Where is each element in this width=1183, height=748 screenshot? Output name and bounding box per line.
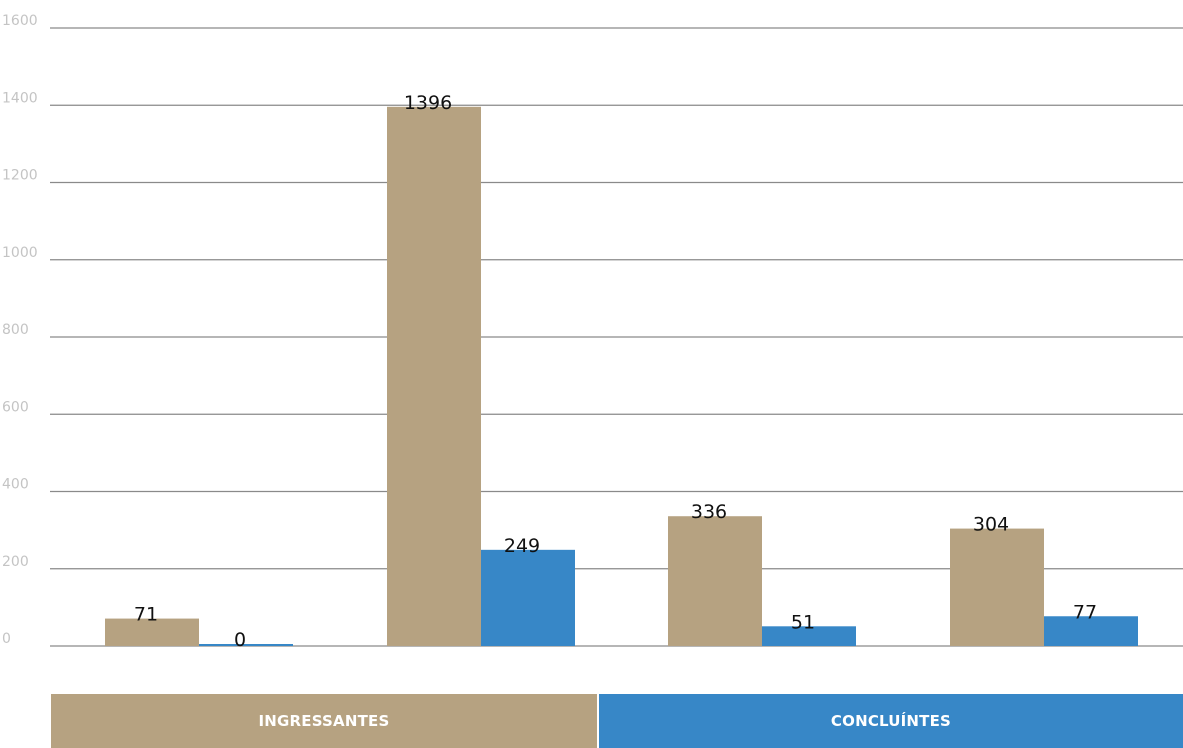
data-label: 304 [973, 514, 1009, 536]
y-tick-label: 0 [2, 631, 11, 647]
data-label: 1396 [404, 92, 452, 114]
y-tick-label: 1600 [2, 13, 38, 29]
bar-ingressantes [387, 107, 481, 646]
bar-ingressantes [950, 529, 1044, 646]
legend-concluintes-label: CONCLUÍNTES [831, 712, 951, 730]
legend-ingressantes-label: INGRESSANTES [258, 712, 389, 730]
data-label: 77 [1073, 601, 1097, 623]
bar-ingressantes [668, 516, 762, 646]
y-tick-label: 400 [2, 477, 29, 493]
y-tick-label: 600 [2, 399, 29, 415]
data-label: 249 [504, 535, 540, 557]
data-label: 71 [134, 604, 158, 626]
y-axis-ticks: 0 200 400 600 800 1000 1200 1400 1600 [2, 13, 38, 647]
legend-concluintes: CONCLUÍNTES [599, 694, 1183, 748]
bars [105, 107, 1138, 646]
y-tick-label: 1000 [2, 245, 38, 261]
bar-chart: 0 200 400 600 800 1000 1200 1400 1600 71 1396 336 3… [0, 0, 1183, 690]
y-tick-label: 1400 [2, 90, 38, 106]
bar-concluintes [481, 550, 575, 646]
data-label: 336 [691, 501, 727, 523]
y-tick-label: 1200 [2, 168, 38, 184]
y-tick-label: 800 [2, 322, 29, 338]
data-label: 51 [791, 611, 815, 633]
y-tick-label: 200 [2, 554, 29, 570]
data-label: 0 [234, 629, 246, 651]
legend-ingressantes: INGRESSANTES [51, 694, 597, 748]
